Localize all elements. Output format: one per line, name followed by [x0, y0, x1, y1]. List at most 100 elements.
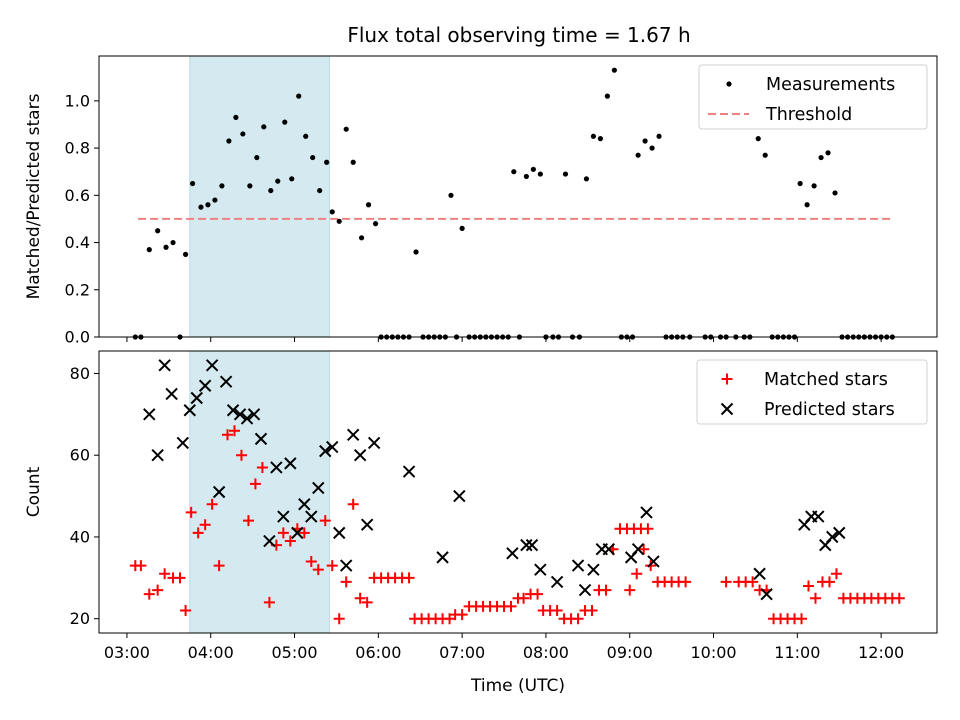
shaded-region — [189, 55, 330, 338]
legend-box — [698, 64, 928, 130]
data-point — [753, 567, 766, 580]
data-point — [165, 387, 178, 401]
data-point — [586, 605, 598, 617]
legend: Matched stars Predicted stars — [696, 359, 928, 425]
data-point — [353, 449, 367, 462]
data-point — [275, 178, 281, 184]
data-point — [647, 555, 660, 568]
data-point — [506, 547, 519, 560]
data-point — [550, 575, 564, 589]
data-point — [170, 239, 176, 246]
data-point — [247, 183, 253, 189]
data-point — [242, 515, 254, 527]
data-point — [762, 152, 768, 158]
data-point — [305, 510, 318, 523]
data-point — [804, 202, 810, 208]
data-point — [146, 247, 152, 253]
data-point — [152, 584, 164, 596]
data-point — [436, 551, 449, 564]
data-point — [303, 133, 309, 139]
data-point — [298, 498, 311, 511]
data-point — [212, 485, 226, 499]
data-point — [340, 559, 353, 572]
data-point — [803, 580, 815, 592]
y-tick-label: 0.0 — [65, 328, 90, 347]
data-point — [604, 93, 610, 99]
data-point — [578, 583, 592, 597]
data-point — [326, 560, 338, 572]
data-point — [198, 379, 212, 392]
data-point — [372, 221, 379, 227]
data-point — [631, 543, 645, 556]
data-point — [823, 576, 835, 588]
data-point — [365, 202, 372, 208]
data-point — [174, 572, 186, 584]
data-point — [833, 526, 846, 540]
legend-marker-plus — [721, 373, 733, 385]
data-point — [360, 518, 374, 531]
x-tick-label: 07:00 — [439, 643, 485, 662]
data-point — [176, 436, 190, 450]
data-point — [760, 587, 773, 601]
y-axis-label: Matched/Predicted stars — [24, 93, 44, 299]
legend-marker-dot — [726, 81, 732, 87]
data-point — [583, 176, 590, 182]
data-point — [402, 465, 416, 478]
data-point — [346, 428, 360, 441]
data-point — [233, 114, 239, 120]
data-point — [205, 359, 219, 372]
data-point — [284, 535, 296, 547]
data-point — [571, 559, 585, 572]
data-point — [240, 412, 254, 425]
data-point — [631, 568, 643, 580]
y-axis-label: Count — [24, 466, 44, 517]
y-tick-label: 40 — [70, 527, 90, 546]
data-point — [282, 119, 288, 125]
data-point — [811, 183, 817, 189]
data-point — [189, 180, 196, 187]
y-tick-label: 20 — [70, 609, 90, 628]
data-point — [656, 133, 662, 139]
data-point — [642, 523, 654, 535]
data-point — [221, 429, 233, 441]
data-point — [797, 180, 803, 187]
data-point — [587, 563, 600, 576]
data-point — [453, 489, 466, 503]
data-point — [310, 154, 316, 161]
data-point — [640, 506, 653, 519]
data-point — [624, 584, 636, 596]
x-tick-label: 11:00 — [774, 643, 820, 662]
data-point — [448, 192, 454, 198]
legend-marker-x — [720, 402, 734, 416]
y-tick-label: 80 — [70, 364, 90, 383]
data-point — [720, 576, 732, 588]
data-point — [520, 538, 533, 552]
data-point — [240, 131, 246, 137]
data-point — [291, 526, 304, 540]
data-point — [459, 225, 465, 231]
data-point — [270, 461, 283, 474]
data-point — [317, 187, 323, 194]
data-point — [642, 138, 648, 144]
data-point — [198, 204, 204, 210]
data-point — [530, 166, 536, 172]
data-point — [183, 404, 196, 417]
data-point — [289, 176, 295, 182]
data-point — [212, 197, 218, 203]
data-point — [812, 510, 825, 523]
data-point — [638, 543, 650, 555]
data-point — [143, 408, 156, 421]
data-point — [319, 444, 332, 458]
plot-frame — [98, 55, 938, 338]
data-point — [254, 432, 268, 446]
data-point — [268, 187, 274, 194]
data-point — [525, 538, 539, 552]
data-point — [825, 150, 831, 156]
x-axis-label: Time (UTC) — [470, 676, 565, 696]
legend-label: Threshold — [765, 105, 852, 125]
data-point — [649, 145, 655, 151]
data-point — [572, 613, 584, 625]
data-point — [826, 530, 839, 544]
data-point — [305, 555, 317, 567]
